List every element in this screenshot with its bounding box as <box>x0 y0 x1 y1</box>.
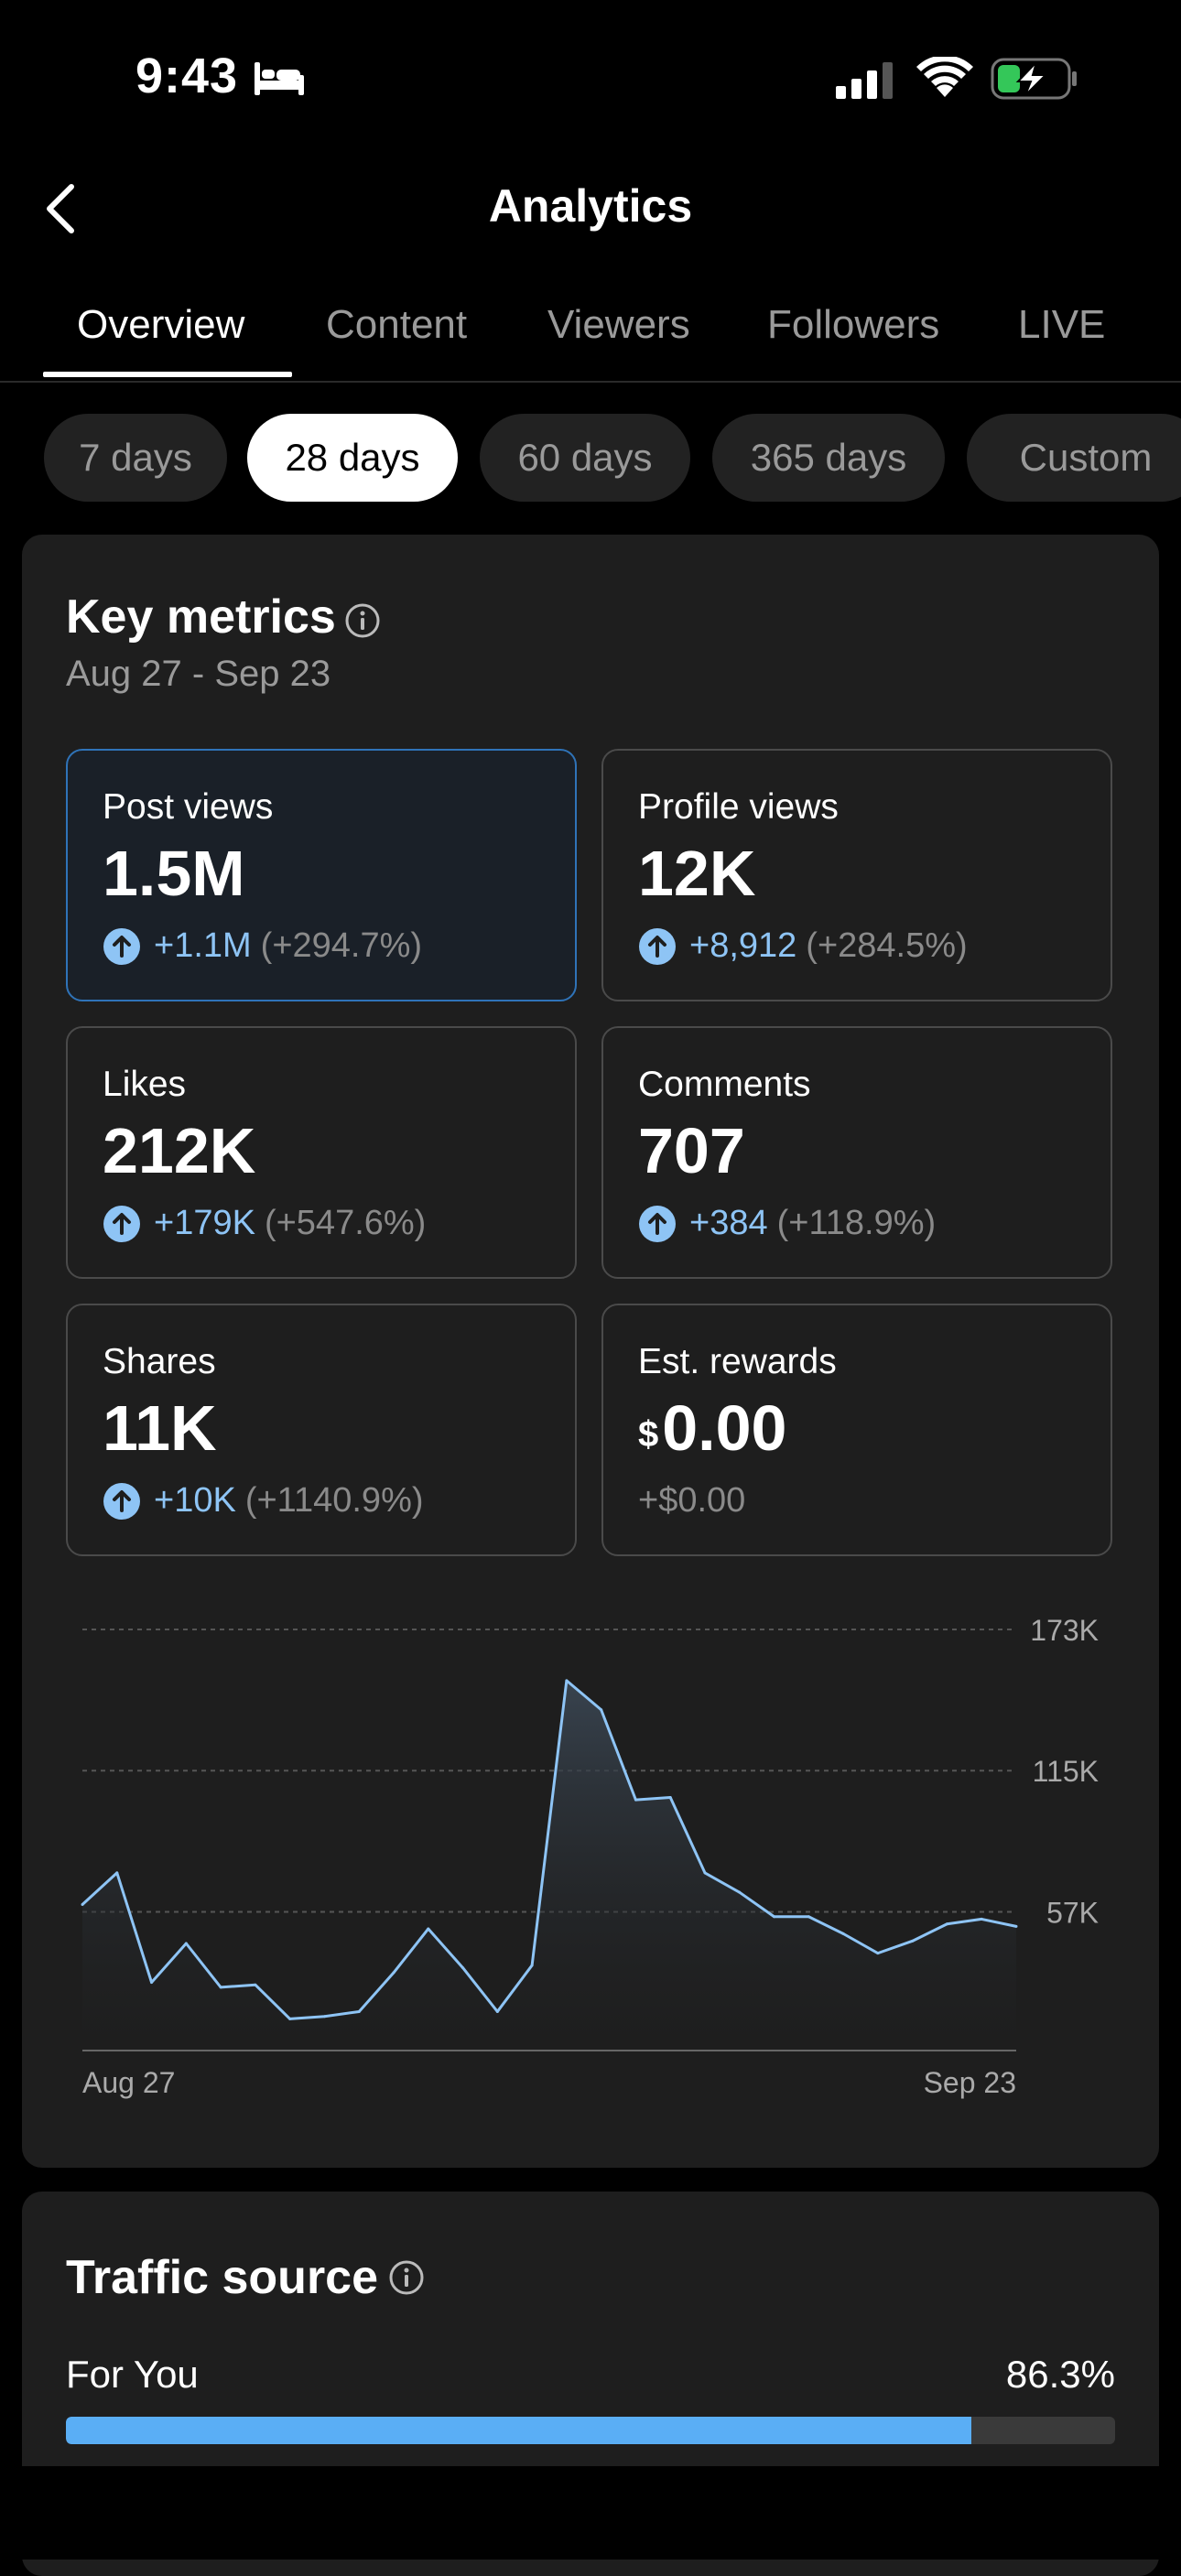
metric-comments[interactable]: Comments 707 +384 (+118.9%) <box>601 1026 1112 1279</box>
metric-change: +384 (+118.9%) <box>638 1204 936 1243</box>
arrow-up-icon <box>639 927 676 965</box>
metric-delta: +$0.00 <box>638 1481 746 1520</box>
range-60-days[interactable]: 60 days <box>480 414 690 502</box>
metric-change: +179K (+547.6%) <box>103 1204 426 1243</box>
metric-percent: (+118.9%) <box>776 1204 937 1242</box>
currency-symbol: $ <box>638 1414 659 1455</box>
tab-followers[interactable]: Followers <box>767 302 940 347</box>
info-icon[interactable] <box>388 2259 425 2296</box>
battery-charging-icon <box>991 58 1077 100</box>
status-bar: 9:43 <box>0 0 1181 156</box>
metric-post-views[interactable]: Post views 1.5M +1.1M (+294.7%) <box>66 749 577 1001</box>
metric-value: 12K <box>638 838 756 909</box>
active-tab-indicator <box>43 372 292 377</box>
traffic-source-title: Traffic source <box>66 2251 379 2304</box>
metric-delta: +384 <box>689 1204 768 1242</box>
metric-est-rewards[interactable]: Est. rewards $0.00 +$0.00 <box>601 1304 1112 1556</box>
metric-value: 212K <box>103 1115 256 1186</box>
metric-profile-views[interactable]: Profile views 12K +8,912 (+284.5%) <box>601 749 1112 1001</box>
bottom-safe-area <box>0 2466 1181 2560</box>
metric-label: Likes <box>103 1065 187 1104</box>
metric-percent: (+284.5%) <box>806 926 968 965</box>
metric-label: Est. rewards <box>638 1342 837 1381</box>
metric-percent: (+294.7%) <box>260 926 423 965</box>
tab-bar: Overview Content Viewers Followers LIVE <box>0 293 1181 383</box>
arrow-up-icon <box>639 1205 676 1242</box>
metric-percent: (+547.6%) <box>264 1204 427 1242</box>
metric-delta: +10K <box>154 1481 236 1520</box>
cellular-signal-icon <box>836 62 893 99</box>
metric-delta: +1.1M <box>154 926 252 965</box>
date-range: Aug 27 - Sep 23 <box>66 654 331 694</box>
range-365-days[interactable]: 365 days <box>712 414 945 502</box>
traffic-source-value: 86.3% <box>1005 2353 1115 2396</box>
key-metrics-title: Key metrics <box>66 590 336 644</box>
traffic-source-label: For You <box>66 2353 199 2396</box>
range-28-days[interactable]: 28 days <box>247 414 458 502</box>
arrow-up-icon <box>103 1205 140 1242</box>
sleep-focus-icon <box>255 62 304 95</box>
traffic-source-bar-fill <box>66 2417 971 2444</box>
arrow-up-icon <box>103 1482 140 1520</box>
page-title: Analytics <box>488 180 693 232</box>
metric-change: +1.1M (+294.7%) <box>103 926 422 966</box>
metric-change: +$0.00 <box>638 1481 745 1521</box>
info-icon[interactable] <box>344 602 381 639</box>
metric-value-amount: 0.00 <box>662 1392 787 1464</box>
metric-label: Profile views <box>638 787 839 827</box>
metric-change: +10K (+1140.9%) <box>103 1481 424 1521</box>
back-arrow-icon[interactable] <box>42 181 79 236</box>
metric-likes[interactable]: Likes 212K +179K (+547.6%) <box>66 1026 577 1279</box>
tab-content[interactable]: Content <box>326 302 468 347</box>
metric-percent: (+1140.9%) <box>244 1481 424 1520</box>
metric-delta: +8,912 <box>689 926 797 965</box>
metric-label: Shares <box>103 1342 216 1381</box>
metric-shares[interactable]: Shares 11K +10K (+1140.9%) <box>66 1304 577 1556</box>
tab-live[interactable]: LIVE <box>1018 302 1106 347</box>
traffic-source-bar <box>66 2417 1115 2444</box>
metric-value: 707 <box>638 1115 745 1186</box>
range-custom[interactable]: Custom <box>967 414 1181 502</box>
metric-label: Comments <box>638 1065 811 1104</box>
metric-value: 1.5M <box>103 838 245 909</box>
metric-change: +8,912 (+284.5%) <box>638 926 968 966</box>
range-7-days[interactable]: 7 days <box>44 414 227 502</box>
arrow-up-icon <box>103 927 140 965</box>
metric-value: $0.00 <box>638 1391 787 1465</box>
tab-overview[interactable]: Overview <box>77 302 245 347</box>
tab-viewers[interactable]: Viewers <box>547 302 690 347</box>
metric-delta: +179K <box>154 1204 255 1242</box>
metric-value: 11K <box>103 1392 217 1464</box>
status-time: 9:43 <box>135 49 239 103</box>
metric-label: Post views <box>103 787 274 827</box>
wifi-icon <box>916 57 973 97</box>
